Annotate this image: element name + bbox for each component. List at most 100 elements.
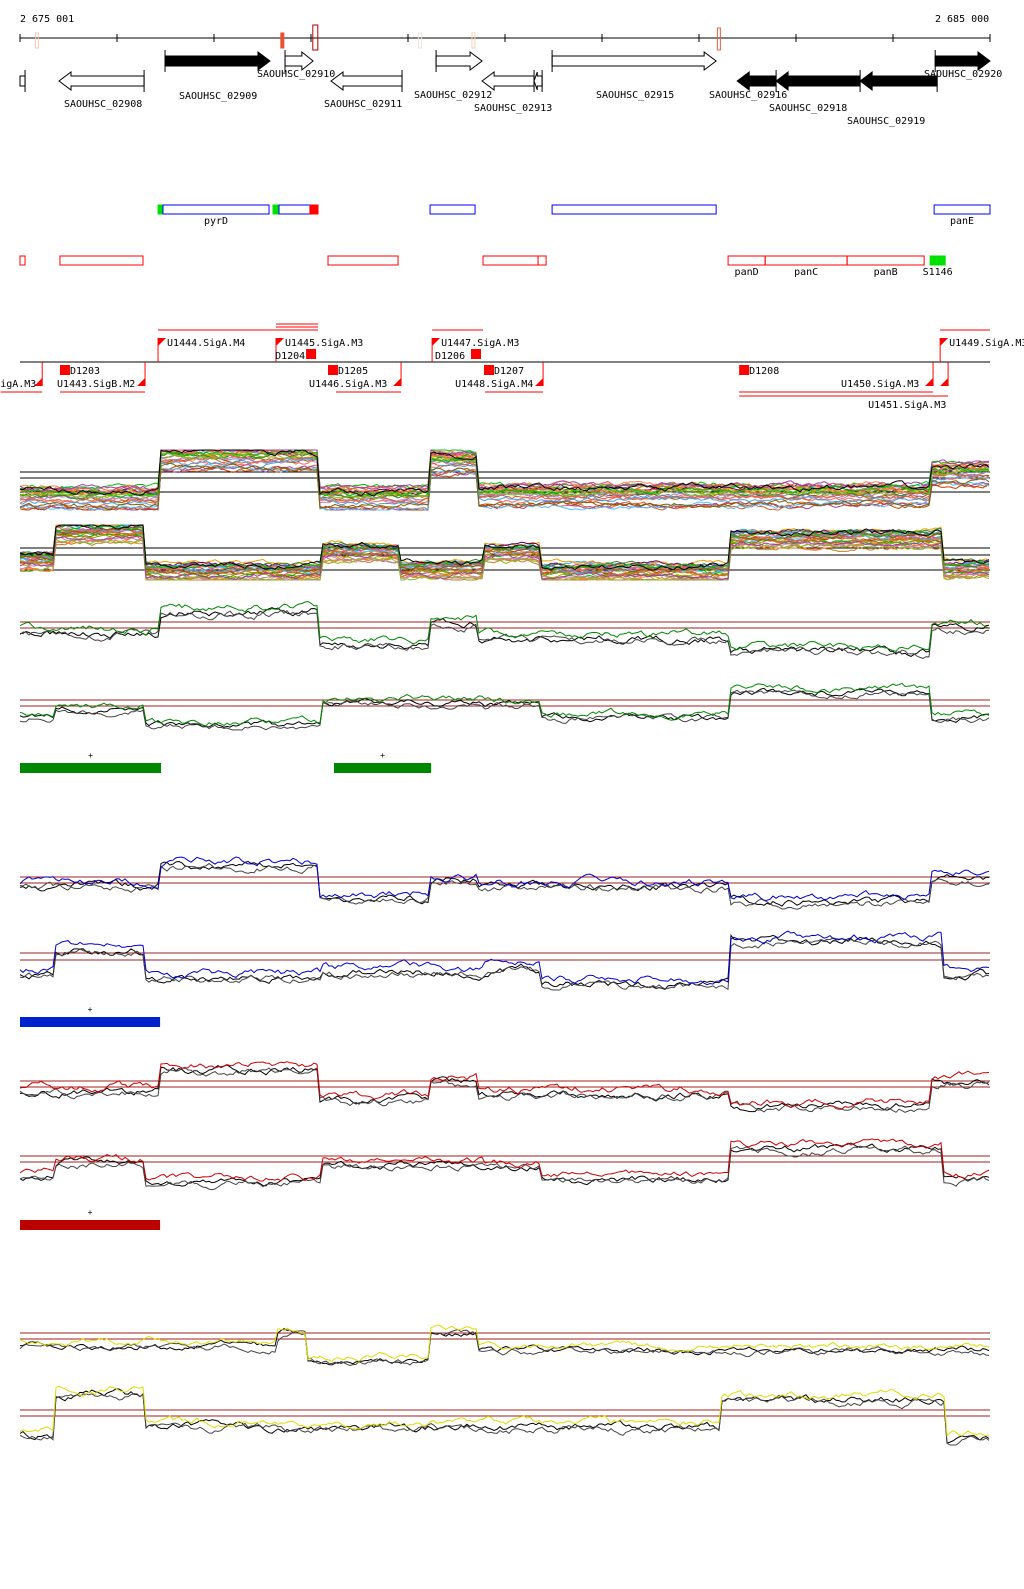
axis-marker <box>471 32 476 49</box>
expression-series-black <box>19 934 990 990</box>
expression-series-black <box>19 1142 990 1187</box>
gene-arrow[interactable] <box>284 50 314 72</box>
expression-series-colored <box>19 600 990 652</box>
expression-series <box>19 536 990 581</box>
feature-label: panB <box>874 267 898 278</box>
promoter-label: U1447.SigA.M3 <box>441 338 519 349</box>
condition-bar[interactable] <box>20 763 162 773</box>
terminator-label: D1208 <box>749 366 779 377</box>
terminator-box <box>483 365 494 375</box>
gene-label: SAOUHSC_02916 <box>709 90 787 101</box>
expression-series <box>19 455 990 504</box>
gene-label: SAOUHSC_02918 <box>769 103 847 114</box>
feature-box[interactable] <box>162 204 270 215</box>
gene-arrow[interactable] <box>859 71 938 91</box>
feature-track-1: pyrD panE <box>157 204 991 227</box>
gene-arrow[interactable] <box>19 75 26 87</box>
gene-arrow[interactable] <box>551 51 717 71</box>
condition-bar[interactable] <box>20 1220 161 1230</box>
promoter-label: U1448.SigA.M4 <box>455 379 533 390</box>
feature-box[interactable] <box>59 255 144 266</box>
feature-box[interactable] <box>764 255 848 266</box>
gene-label: SAOUHSC_02912 <box>414 90 492 101</box>
promoter-label: U1449.SigA.M3 <box>949 338 1024 349</box>
gene-label: SAOUHSC_02911 <box>324 99 402 110</box>
promoter-label: igA.M3 <box>0 379 36 390</box>
expression-series-colored <box>19 1385 989 1437</box>
feature-box[interactable] <box>272 204 280 215</box>
gene-arrow[interactable] <box>164 51 271 71</box>
expression-track <box>19 449 990 511</box>
condition-bar[interactable] <box>20 1017 161 1027</box>
gene-arrow[interactable] <box>58 71 145 91</box>
feature-box[interactable] <box>157 204 164 215</box>
expression-series <box>19 524 990 569</box>
promoter-flag-icon <box>137 378 146 386</box>
expression-series <box>19 462 990 511</box>
gene-arrow[interactable] <box>736 71 777 91</box>
gene-label: SAOUHSC_02908 <box>64 99 142 110</box>
gene-arrow[interactable] <box>533 71 543 91</box>
feature-box[interactable] <box>327 255 399 266</box>
expression-track <box>19 682 990 731</box>
expression-series-black <box>19 607 990 657</box>
expression-series-black <box>19 1388 990 1444</box>
strand-marker: + <box>380 751 385 760</box>
feature-box[interactable] <box>551 204 717 215</box>
feature-label: pyrD <box>204 216 228 227</box>
expression-series-grey <box>19 1393 990 1446</box>
expression-track <box>19 524 990 581</box>
feature-track-2: panD panC panB S1146 <box>19 255 953 278</box>
gene-arrow[interactable] <box>435 51 483 71</box>
expression-track <box>19 1324 990 1367</box>
expression-series-grey <box>19 1328 990 1367</box>
expression-series <box>19 449 990 497</box>
expression-series-colored <box>19 1061 990 1110</box>
feature-box[interactable] <box>933 204 991 215</box>
axis-marker <box>716 27 721 51</box>
feature-box[interactable] <box>278 204 311 215</box>
feature-box[interactable] <box>537 255 547 266</box>
expression-series <box>19 524 990 571</box>
axis-marker <box>280 32 285 49</box>
promoter-flag-icon <box>940 338 949 346</box>
promoter-label: U1450.SigA.M3 <box>841 379 919 390</box>
feature-box[interactable] <box>727 255 766 266</box>
expression-series-black <box>19 860 990 907</box>
feature-box[interactable] <box>309 204 319 215</box>
gene-label: SAOUHSC_02913 <box>474 103 552 114</box>
expression-series-colored <box>19 856 990 901</box>
gene-arrow[interactable] <box>330 71 403 91</box>
gene-arrow[interactable] <box>481 71 535 91</box>
feature-box[interactable] <box>19 255 26 266</box>
expression-series <box>19 450 990 498</box>
terminator-label: D1204 <box>275 351 305 362</box>
gene-label: SAOUHSC_02915 <box>596 90 674 101</box>
feature-box[interactable] <box>846 255 925 266</box>
gene-label: SAOUHSC_02910 <box>257 69 335 80</box>
terminator-label: D1203 <box>70 366 100 377</box>
expression-track <box>19 1061 990 1113</box>
promoter-track: U1444.SigA.M4 U1445.SigA.M3 U1447.SigA.M3 U… <box>0 323 1024 411</box>
promoter-flag-icon <box>34 378 43 386</box>
expression-tracks <box>19 449 990 1446</box>
gene-arrow[interactable] <box>775 71 861 91</box>
expression-series <box>19 535 990 581</box>
gene-arrow[interactable] <box>934 51 991 71</box>
condition-bar[interactable] <box>334 763 432 773</box>
expression-series-colored <box>19 682 990 727</box>
terminator-box <box>306 349 317 359</box>
promoter-label: U1443.SigB.M2 <box>57 379 135 390</box>
expression-series <box>19 452 990 500</box>
feature-box[interactable] <box>482 255 539 266</box>
feature-box[interactable] <box>429 204 476 215</box>
strand-marker: + <box>88 751 93 760</box>
terminator-box <box>328 365 339 375</box>
feature-box[interactable] <box>929 255 946 266</box>
promoter-label: U1446.SigA.M3 <box>309 379 387 390</box>
axis-marker <box>312 24 319 51</box>
axis-marker <box>418 32 423 49</box>
promoter-flag-icon <box>535 378 544 386</box>
